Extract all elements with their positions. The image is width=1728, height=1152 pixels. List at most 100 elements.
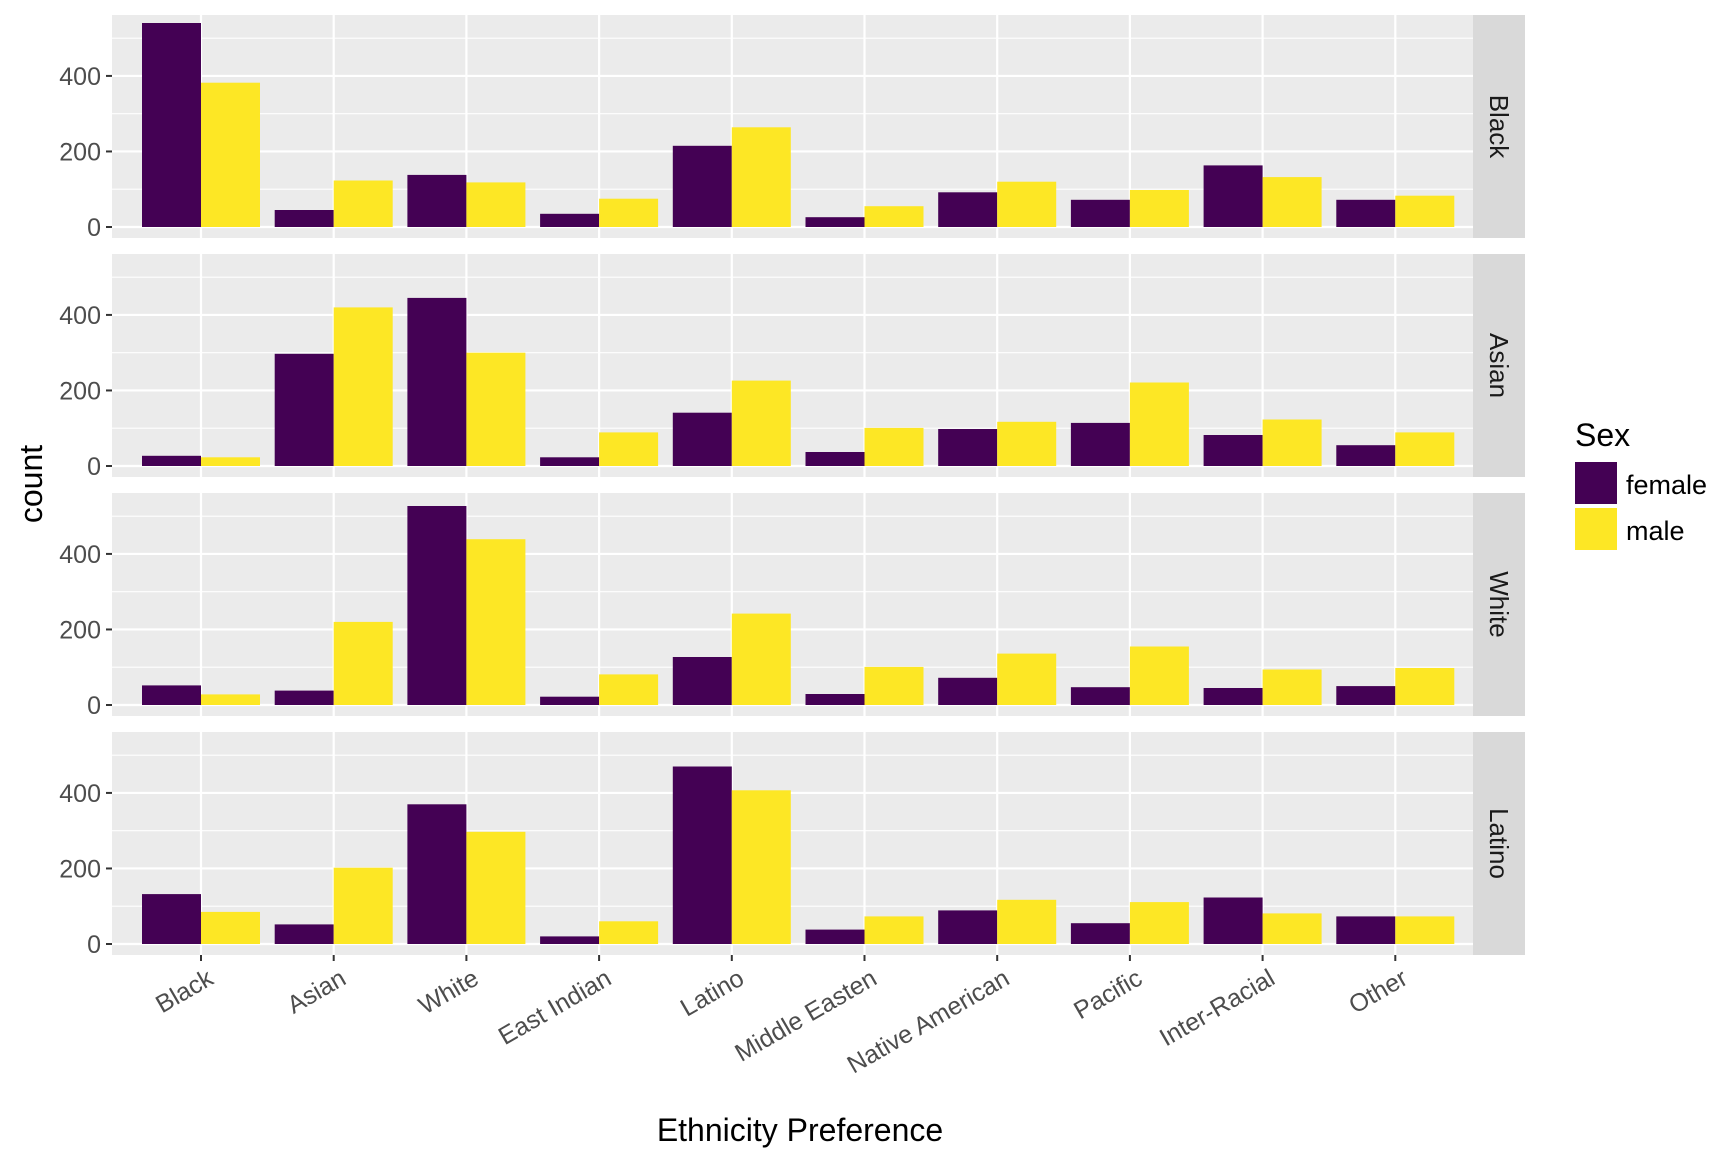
bar-asian-other-male (1395, 432, 1455, 466)
y-tick-label: 400 (59, 302, 101, 330)
bar-white-east-indian-male (599, 674, 659, 705)
bar-latino-pacific-female (1070, 923, 1130, 944)
bar-black-other-male (1395, 195, 1455, 227)
bar-latino-native-american-female (938, 910, 998, 944)
bar-latino-asian-female (274, 924, 334, 944)
bar-asian-pacific-male (1129, 382, 1189, 466)
facet-strip-label: Asian (1484, 333, 1514, 398)
bar-asian-black-female (142, 455, 201, 466)
bar-white-other-female (1336, 686, 1396, 705)
bar-black-asian-male (333, 180, 393, 227)
bar-white-native-american-female (938, 677, 998, 705)
y-tick-label: 0 (87, 453, 101, 481)
bar-black-native-american-female (938, 192, 998, 227)
bar-latino-east-indian-male (599, 921, 659, 944)
bar-white-other-male (1395, 668, 1455, 705)
bar-black-asian-female (274, 210, 334, 227)
x-tick-label-pacific: Pacific (1069, 964, 1147, 1025)
bar-white-white-male (466, 539, 526, 705)
bar-asian-latino-female (672, 412, 732, 466)
bar-asian-pacific-female (1070, 422, 1130, 466)
bar-latino-black-male (201, 911, 260, 944)
x-tick-label-east-indian: East Indian (494, 964, 616, 1051)
bar-latino-pacific-male (1129, 902, 1189, 944)
bar-white-inter-racial-female (1203, 688, 1263, 705)
bar-asian-middle-easten-female (805, 452, 865, 466)
bar-asian-asian-female (274, 353, 334, 466)
bar-latino-white-male (466, 831, 526, 944)
x-tick-label-asian: Asian (283, 964, 351, 1020)
bar-black-east-indian-male (599, 198, 659, 227)
bar-black-white-male (466, 182, 526, 227)
bar-asian-native-american-male (997, 421, 1057, 466)
y-tick-label: 400 (59, 63, 101, 91)
facet-strip-label: White (1484, 571, 1514, 637)
y-tick-label: 0 (87, 692, 101, 720)
bar-white-east-indian-female (540, 696, 600, 705)
bar-black-native-american-male (997, 181, 1057, 227)
bar-black-latino-female (672, 145, 732, 227)
facet-strip-black (1473, 15, 1525, 238)
bar-asian-asian-male (333, 307, 393, 466)
bar-asian-inter-racial-female (1203, 435, 1263, 466)
facet-strip-latino (1473, 732, 1525, 955)
bar-latino-asian-male (333, 867, 393, 944)
bar-asian-white-male (466, 352, 526, 466)
bar-black-black-female (142, 23, 201, 227)
y-tick-label: 200 (59, 616, 101, 644)
bar-white-asian-female (274, 690, 334, 705)
y-tick-label: 400 (59, 541, 101, 569)
bar-latino-other-female (1336, 916, 1396, 944)
y-tick-label: 200 (59, 138, 101, 166)
legend: Sex female male (1575, 417, 1707, 550)
bar-asian-latino-male (731, 380, 791, 466)
legend-key-male (1575, 508, 1617, 550)
facet-panel-black: 0 200 400 Black (59, 15, 1525, 242)
bar-black-pacific-female (1070, 199, 1130, 227)
bar-white-pacific-female (1070, 687, 1130, 705)
bar-white-middle-easten-male (864, 666, 924, 705)
bar-latino-inter-racial-male (1262, 913, 1322, 944)
bar-latino-middle-easten-female (805, 929, 865, 944)
bar-white-inter-racial-male (1262, 669, 1322, 705)
bar-latino-inter-racial-female (1203, 897, 1263, 944)
y-tick-label: 200 (59, 377, 101, 405)
bar-latino-other-male (1395, 916, 1455, 944)
bar-black-middle-easten-female (805, 217, 865, 227)
bar-white-latino-male (731, 613, 791, 705)
facet-strip-white (1473, 493, 1525, 716)
y-tick-label: 200 (59, 855, 101, 883)
bar-asian-middle-easten-male (864, 427, 924, 466)
bar-white-middle-easten-female (805, 694, 865, 705)
bar-black-east-indian-female (540, 213, 600, 227)
bar-white-black-male (201, 694, 260, 705)
bar-black-white-female (407, 174, 467, 227)
bar-black-inter-racial-female (1203, 165, 1263, 227)
bar-latino-latino-male (731, 790, 791, 944)
bar-asian-white-female (407, 297, 467, 466)
facet-panels: 0 200 400 Black 0 200 400 Asian 0 200 400 White 0 200… (59, 15, 1525, 959)
legend-key-female (1575, 462, 1617, 504)
bar-latino-latino-female (672, 766, 732, 944)
bar-black-latino-male (731, 127, 791, 227)
legend-label-male: male (1626, 516, 1685, 546)
facet-strip-label: Black (1484, 95, 1514, 160)
bar-white-asian-male (333, 621, 393, 705)
bar-white-pacific-male (1129, 646, 1189, 705)
bar-white-black-female (142, 685, 201, 705)
bar-black-middle-easten-male (864, 206, 924, 227)
bar-latino-white-female (407, 804, 467, 944)
y-axis-title: count (13, 445, 49, 523)
facet-strip-asian (1473, 254, 1525, 477)
bar-asian-east-indian-female (540, 457, 600, 466)
bar-latino-black-female (142, 894, 201, 944)
x-axis-title: Ethnicity Preference (657, 1112, 943, 1148)
bar-latino-east-indian-female (540, 936, 600, 944)
bar-latino-middle-easten-male (864, 916, 924, 944)
x-tick-label-white: White (414, 964, 483, 1020)
y-tick-label: 0 (87, 214, 101, 242)
bar-asian-black-male (201, 457, 260, 466)
bar-asian-east-indian-male (599, 432, 659, 466)
